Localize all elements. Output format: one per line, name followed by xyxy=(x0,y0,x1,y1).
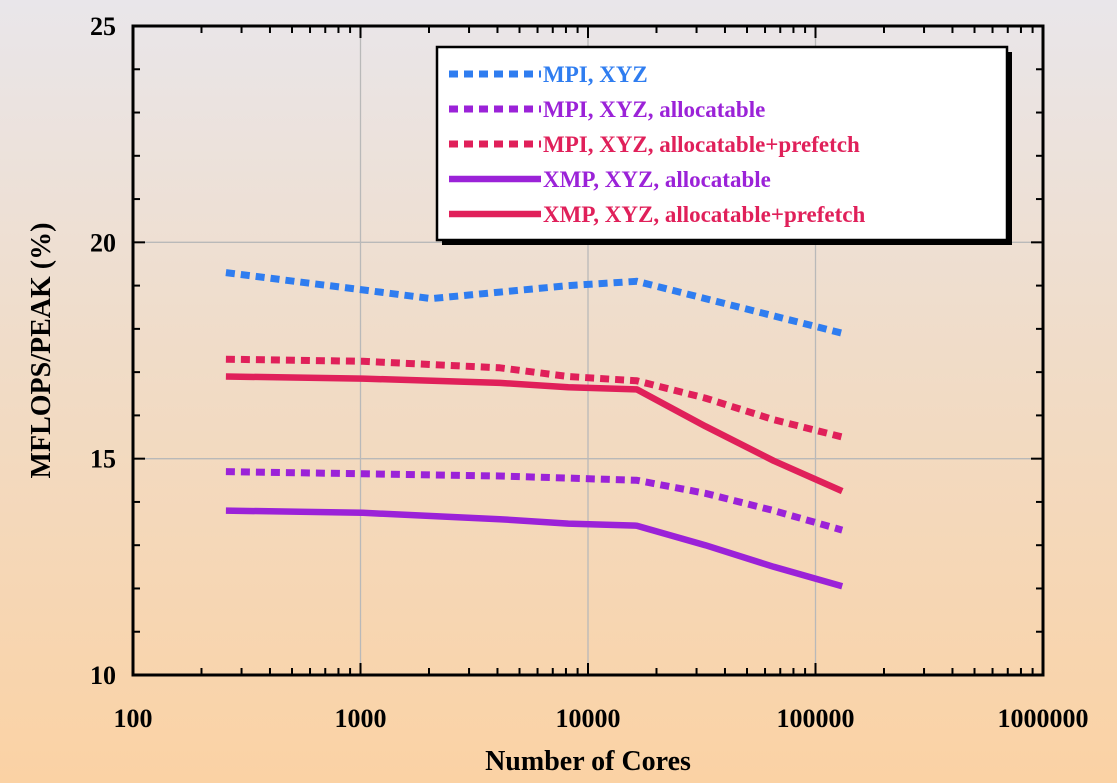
y-axis-title: MFLOPS/PEAK (%) xyxy=(26,223,57,479)
series-line-1 xyxy=(225,269,844,337)
legend: MPI, XYZ MPI, XYZ, allocatable MPI, XYZ, a… xyxy=(435,45,1012,245)
series-line-2 xyxy=(225,468,844,534)
plot-frame xyxy=(131,24,1045,677)
x-tick-label: 100000 xyxy=(777,704,855,733)
x-tick-label: 10000 xyxy=(556,704,621,733)
y-tick-label: 25 xyxy=(90,12,116,41)
y-tick-label: 20 xyxy=(90,228,116,257)
series-line-5 xyxy=(225,373,844,495)
x-axis-title: Number of Cores xyxy=(485,746,691,777)
x-tick-label: 100 xyxy=(114,704,153,733)
series-line-3 xyxy=(225,355,844,441)
x-tick-labels: 100 1000 10000 100000 1000000 xyxy=(114,704,1089,733)
series-lines xyxy=(225,269,844,590)
series-line-4 xyxy=(225,507,844,590)
x-tick-label: 1000 xyxy=(335,704,387,733)
legend-label-3: MPI, XYZ, allocatable+prefetch xyxy=(543,132,860,157)
y-tick-label: 15 xyxy=(90,445,116,474)
legend-label-1: MPI, XYZ xyxy=(543,62,648,87)
x-tick-label: 1000000 xyxy=(998,704,1089,733)
legend-label-2: MPI, XYZ, allocatable xyxy=(543,97,765,122)
y-tick-label: 10 xyxy=(90,661,116,690)
y-tick-labels: 10 15 20 25 xyxy=(90,12,116,690)
legend-label-5: XMP, XYZ, allocatable+prefetch xyxy=(543,202,865,227)
legend-label-4: XMP, XYZ, allocatable xyxy=(543,167,771,192)
